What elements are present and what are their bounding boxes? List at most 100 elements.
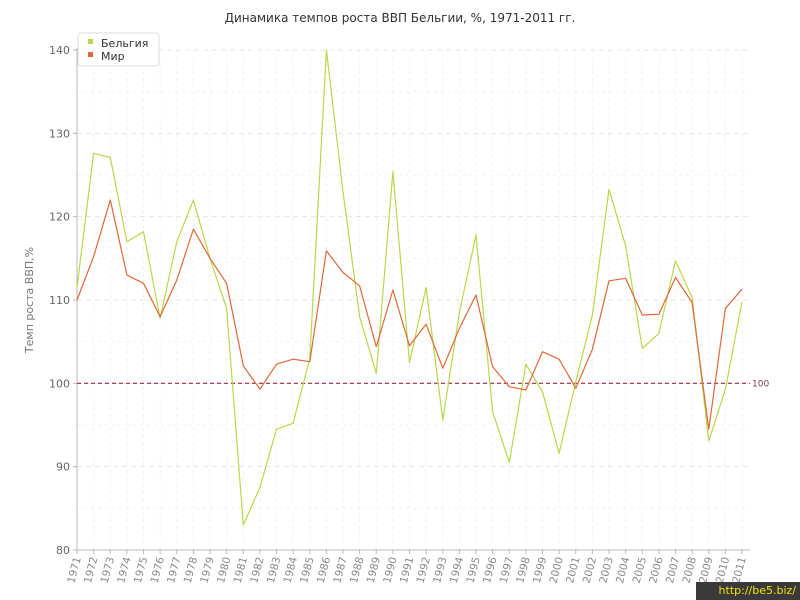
- x-tick-label: 1983: [265, 556, 284, 585]
- x-tick-label: 1988: [348, 556, 367, 585]
- x-tick-label: 1971: [65, 556, 84, 585]
- data-point-world: [607, 279, 611, 283]
- data-point-world: [424, 322, 428, 326]
- y-tick-label: 80: [56, 544, 70, 557]
- x-tick-label: 1981: [232, 556, 251, 585]
- x-tick-label: 2003: [597, 556, 616, 585]
- x-tick-label: 1999: [531, 556, 550, 585]
- data-point-belgium: [358, 315, 362, 319]
- data-point-world: [125, 273, 129, 277]
- data-point-world: [308, 360, 312, 364]
- data-point-belgium: [241, 523, 245, 527]
- legend-label-belgium: Бельгия: [101, 37, 148, 50]
- reference-line-group: 100: [77, 379, 769, 389]
- data-point-belgium: [125, 240, 129, 244]
- data-point-world: [408, 344, 412, 348]
- data-point-world: [674, 276, 678, 280]
- data-point-world: [657, 312, 661, 316]
- data-point-belgium: [524, 362, 528, 366]
- data-point-belgium: [441, 418, 445, 422]
- data-point-belgium: [474, 233, 478, 237]
- data-point-world: [275, 362, 279, 366]
- data-point-world: [75, 298, 79, 302]
- data-point-belgium: [607, 187, 611, 191]
- legend[interactable]: Бельгия Мир: [77, 32, 160, 67]
- data-point-belgium: [707, 439, 711, 443]
- data-point-world: [191, 227, 195, 231]
- data-point-world: [158, 315, 162, 319]
- data-point-belgium: [258, 486, 262, 490]
- data-point-world: [457, 326, 461, 330]
- y-tick-label: 100: [49, 377, 70, 390]
- data-point-world: [391, 288, 395, 292]
- data-point-belgium: [640, 346, 644, 350]
- data-point-belgium: [191, 198, 195, 202]
- data-point-world: [723, 306, 727, 310]
- x-tick-label: 1985: [298, 556, 317, 585]
- data-point-world: [241, 364, 245, 368]
- data-point-world: [92, 255, 96, 259]
- data-point-belgium: [142, 230, 146, 234]
- x-tick-label: 2011: [730, 556, 749, 585]
- data-point-belgium: [424, 286, 428, 290]
- data-point-world: [374, 345, 378, 349]
- x-tick-label: 1990: [381, 556, 400, 585]
- data-point-belgium: [341, 190, 345, 194]
- data-point-belgium: [624, 244, 628, 248]
- data-point-world: [557, 357, 561, 361]
- data-point-belgium: [740, 300, 744, 304]
- data-point-belgium: [175, 240, 179, 244]
- series-line-belgium: [76, 49, 743, 526]
- x-tick-label: 2005: [631, 556, 650, 585]
- data-point-world: [208, 256, 212, 260]
- data-point-belgium: [108, 156, 112, 160]
- x-tick-label: 2009: [697, 556, 716, 585]
- data-point-belgium: [574, 380, 578, 384]
- x-tick-label: 1993: [431, 556, 450, 585]
- x-tick-label: 2002: [581, 556, 600, 585]
- data-point-world: [707, 427, 711, 431]
- x-tick-label: 1979: [198, 556, 217, 585]
- x-tick-label: 1995: [464, 556, 483, 585]
- data-point-belgium: [674, 259, 678, 263]
- data-point-belgium: [690, 296, 694, 300]
- data-point-world: [341, 271, 345, 275]
- data-point-world: [225, 281, 229, 285]
- series-lines: [75, 49, 744, 527]
- data-point-world: [258, 387, 262, 391]
- data-point-world: [108, 198, 112, 202]
- x-tick-label: 2010: [714, 556, 733, 585]
- x-tick-label: 1972: [82, 556, 101, 585]
- data-point-world: [324, 249, 328, 253]
- legend-label-world: Мир: [101, 50, 125, 63]
- chart-title: Динамика темпов роста ВВП Бельгии, %, 19…: [225, 11, 576, 25]
- data-point-world: [590, 347, 594, 351]
- y-tick-label: 110: [49, 294, 70, 307]
- x-tick-label: 1978: [182, 556, 201, 585]
- data-point-world: [441, 366, 445, 370]
- x-tick-label: 1994: [448, 555, 467, 584]
- data-point-world: [624, 276, 628, 280]
- data-point-world: [574, 386, 578, 390]
- data-point-belgium: [291, 421, 295, 425]
- watermark[interactable]: http://be5.biz/: [696, 582, 800, 600]
- data-point-world: [541, 350, 545, 354]
- data-point-belgium: [457, 311, 461, 315]
- series-line-world: [76, 199, 743, 430]
- legend-swatch-world: [88, 52, 93, 57]
- data-point-world: [291, 357, 295, 361]
- data-point-world: [491, 365, 495, 369]
- x-tick-label: 1977: [165, 556, 184, 585]
- x-tick-label: 1984: [282, 555, 301, 584]
- x-tick-label: 2006: [647, 555, 666, 584]
- data-point-belgium: [590, 313, 594, 317]
- y-tick-label: 130: [49, 127, 70, 140]
- x-tick-label: 1992: [415, 556, 434, 585]
- data-point-world: [640, 313, 644, 317]
- x-tick-label: 1987: [331, 556, 350, 585]
- data-point-belgium: [374, 371, 378, 375]
- legend-swatch-belgium: [88, 39, 93, 44]
- x-tick-label: 1996: [481, 555, 500, 584]
- x-tick-label: 1989: [365, 556, 384, 585]
- x-tick-label: 1998: [514, 556, 533, 585]
